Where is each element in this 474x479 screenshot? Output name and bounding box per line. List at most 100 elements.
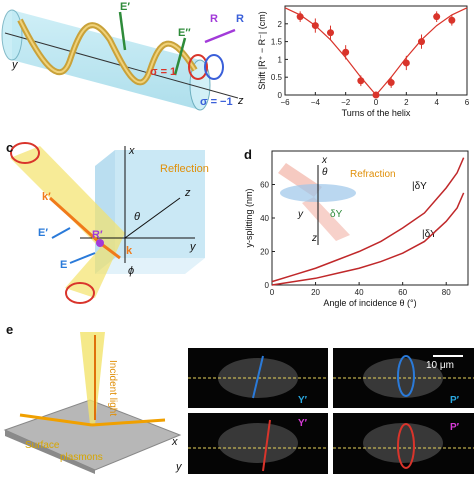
label-x: x [128, 145, 135, 157]
plasmon-figure: Incident light Surface plasmons x y [3, 332, 183, 474]
point-R1 [96, 239, 104, 247]
x-tick-label: 80 [442, 288, 451, 297]
label-dYh: |δY [412, 181, 427, 192]
panel-e-illustration: e Incident light Surface plasmons x y [0, 320, 185, 474]
label-plasmons: plasmons [60, 452, 103, 463]
x-tick-label: 2 [404, 98, 409, 107]
vector-E1 [118, 11, 127, 51]
data-point [433, 13, 441, 21]
label-z: z [184, 187, 191, 199]
label-Y1: Y′ [298, 395, 308, 406]
x-tick-label: −2 [341, 98, 351, 107]
label-E1: E′ [120, 1, 130, 13]
axis-z [124, 197, 181, 239]
label-P1b: P′ [450, 422, 460, 433]
data-point [357, 77, 365, 85]
slab-bottom [95, 258, 205, 274]
x-tick-label: 0 [374, 98, 379, 107]
fit-curve [284, 7, 468, 96]
y-tick-label: 2 [278, 20, 283, 29]
cylinder-body [12, 10, 200, 110]
plasmon-arrow-right [91, 418, 166, 427]
label-reflection: Reflection [160, 163, 209, 175]
x-tick-label: 4 [434, 98, 439, 107]
label-surface: Surface [25, 440, 60, 451]
data-point [342, 48, 350, 56]
panel-letter-c: c [6, 140, 14, 155]
y-axis-label: Shift |R⁺ − R⁻| (cm) [257, 11, 267, 89]
helix-highlight [19, 19, 196, 84]
panel-e-microscopy: 10 μm Y′ P′ Y′ P′ [188, 348, 474, 474]
label-E: E [60, 259, 67, 271]
chart-d-svg: Refraction θ x y z δY |δY |δY 0 20 40 60 80 0… [244, 150, 469, 308]
y-tick-label: 0.5 [271, 73, 283, 82]
data-point [296, 13, 304, 21]
label-z: z [311, 233, 317, 244]
data-point [387, 79, 395, 87]
data-point [372, 91, 380, 99]
label-E1: E′ [38, 227, 48, 239]
label-Y1b: Y′ [298, 418, 308, 429]
label-k1: k′ [42, 191, 51, 203]
vector-k1 [48, 196, 102, 245]
x-tick-label: −4 [311, 98, 321, 107]
arrow-tl [252, 355, 264, 399]
vector-k [99, 241, 121, 260]
x-tick-label: 20 [311, 288, 320, 297]
sigma-neg-circle [204, 54, 224, 80]
microscopy-images: 10 μm Y′ P′ Y′ P′ [188, 348, 474, 474]
y-tick-label: 40 [260, 214, 269, 223]
label-y: y [175, 461, 183, 473]
label-theta: θ [134, 211, 140, 223]
sigma-pos-circle [188, 54, 208, 80]
label-phi: ϕ [128, 265, 134, 277]
reflected-circle [10, 142, 40, 164]
plasmon-arrow-left [19, 413, 93, 427]
glow-br [363, 423, 443, 463]
glow-bl [218, 423, 298, 463]
y-tick-label: 60 [260, 181, 269, 190]
x-tick-label: 40 [355, 288, 364, 297]
label-R1: R′ [92, 229, 103, 241]
refraction-inset: Refraction θ x y z δY [278, 155, 396, 245]
label-y: y [297, 209, 304, 220]
label-x: x [321, 155, 328, 166]
x-tick-label: 6 [465, 98, 470, 107]
data-point [418, 38, 425, 46]
label-theta: θ [322, 167, 328, 178]
data-point [448, 16, 456, 24]
refraction-beam-out [302, 197, 350, 241]
vector-E [69, 252, 96, 264]
x-axis-label: Angle of incidence θ (°) [323, 298, 416, 308]
R-arrow [204, 28, 236, 44]
x-tick-label: 0 [270, 288, 275, 297]
y-axis-label: y-splitting (nm) [244, 188, 254, 247]
metal-edge [5, 430, 95, 474]
ellipse-tr [397, 355, 415, 397]
label-y: y [189, 241, 197, 253]
label-incident: Incident light [107, 360, 118, 416]
series-line-0 [271, 157, 465, 283]
y-tick-label: 1.5 [271, 38, 283, 47]
label-sigma-neg: σ = −1 [200, 96, 233, 108]
label-Rplus: R [210, 13, 218, 25]
label-sigma-pos: σ = 1 [150, 66, 176, 78]
vector-E2 [173, 37, 187, 76]
image-bottom-left [188, 413, 328, 474]
label-x: x [171, 436, 178, 448]
panel-a-illustration: E′ E″ R R σ = 1 σ = −1 y z [0, 0, 250, 130]
y-tick-label: 1 [278, 55, 283, 64]
series-line-1 [271, 192, 465, 286]
label-dYv: |δY [422, 229, 437, 240]
label-Rminus: R [236, 13, 244, 25]
helix-figure: E′ E″ R R σ = 1 σ = −1 y z [1, 1, 244, 111]
panel-letter-e: e [6, 322, 14, 337]
y-tick-label: 0 [265, 281, 270, 290]
slab-front [115, 150, 205, 258]
x-tick-label: −6 [280, 98, 290, 107]
incident-circle [65, 282, 95, 304]
y-tick-label: 20 [260, 248, 269, 257]
x-tick-label: 60 [398, 288, 407, 297]
label-E2: E″ [178, 27, 191, 39]
label-dY: δY [330, 209, 343, 220]
